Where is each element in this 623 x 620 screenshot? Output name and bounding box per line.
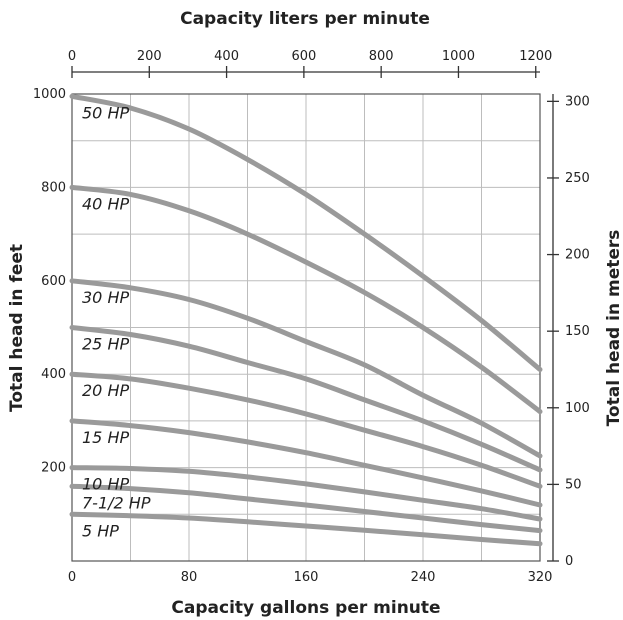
top-axis-title: Capacity liters per minute <box>180 9 430 29</box>
bottom-tick-label: 80 <box>181 570 198 585</box>
curve-25-hp <box>69 325 543 473</box>
top-tick-label: 0 <box>68 49 76 64</box>
bottom-axis-ticks: 0 80 160 240 320 <box>68 570 553 585</box>
bottom-tick-label: 320 <box>528 570 553 585</box>
bottom-tick-label: 240 <box>411 570 436 585</box>
left-tick-label: 800 <box>41 180 66 195</box>
left-tick-label: 200 <box>41 461 66 476</box>
curve-30-hp <box>69 278 543 459</box>
curve-10-hp <box>69 465 543 522</box>
left-tick-label: 400 <box>41 367 66 382</box>
curve-label-15-hp: 15 HP <box>82 428 129 447</box>
right-tick-label: 150 <box>565 324 590 339</box>
left-axis-title: Total head in feet <box>7 244 27 412</box>
top-tick-label: 1000 <box>442 49 475 64</box>
left-tick-label: 600 <box>41 274 66 289</box>
top-tick-label: 600 <box>291 49 316 64</box>
series-labels: 50 HP 40 HP 30 HP 25 HP 20 HP 15 HP 10 HP7-1/2… <box>82 103 151 540</box>
curve-label-30-hp: 30 HP <box>82 288 129 307</box>
left-axis-ticks: 200 400 600 800 1000 <box>33 87 66 476</box>
series-curves <box>69 93 543 547</box>
curve-7-1-2-hp <box>69 483 543 534</box>
right-tick-label: 100 <box>565 401 590 416</box>
curve-40-hp <box>69 184 543 415</box>
top-tick-label: 1200 <box>519 49 552 64</box>
right-tick-label: 0 <box>565 554 573 569</box>
right-tick-label: 300 <box>565 94 590 109</box>
top-tick-label: 800 <box>369 49 394 64</box>
curve-label-25-hp: 25 HP <box>82 335 129 354</box>
top-axis: 0 200 400 600 800 1000 1200 <box>68 49 552 78</box>
right-tick-label: 50 <box>565 477 582 492</box>
bottom-tick-label: 0 <box>68 570 76 585</box>
curve-label-7-1-2-hp: 7-1/2 HP <box>82 493 151 512</box>
left-tick-label: 1000 <box>33 87 66 102</box>
top-tick-label: 200 <box>137 49 162 64</box>
curve-15-hp <box>69 418 543 508</box>
curve-50-hp <box>69 93 543 372</box>
right-tick-label: 200 <box>565 248 590 263</box>
curve-label-50-hp: 50 HP <box>82 103 129 122</box>
bottom-tick-label: 160 <box>294 570 319 585</box>
curve-label-20-hp: 20 HP <box>82 381 129 400</box>
curve-label-10-hp: 10 HP <box>82 475 129 494</box>
curve-label-5-hp: 5 HP <box>82 521 119 540</box>
x-axis-title: Capacity gallons per minute <box>171 598 440 618</box>
right-axis-title: Total head in meters <box>604 230 623 427</box>
right-axis: 0 50 100 150 200 250 300 <box>547 94 590 569</box>
curve-5-hp <box>69 511 543 547</box>
curve-label-40-hp: 40 HP <box>82 194 129 213</box>
right-tick-label: 250 <box>565 171 590 186</box>
curve-20-hp <box>69 371 543 489</box>
top-tick-label: 400 <box>214 49 239 64</box>
